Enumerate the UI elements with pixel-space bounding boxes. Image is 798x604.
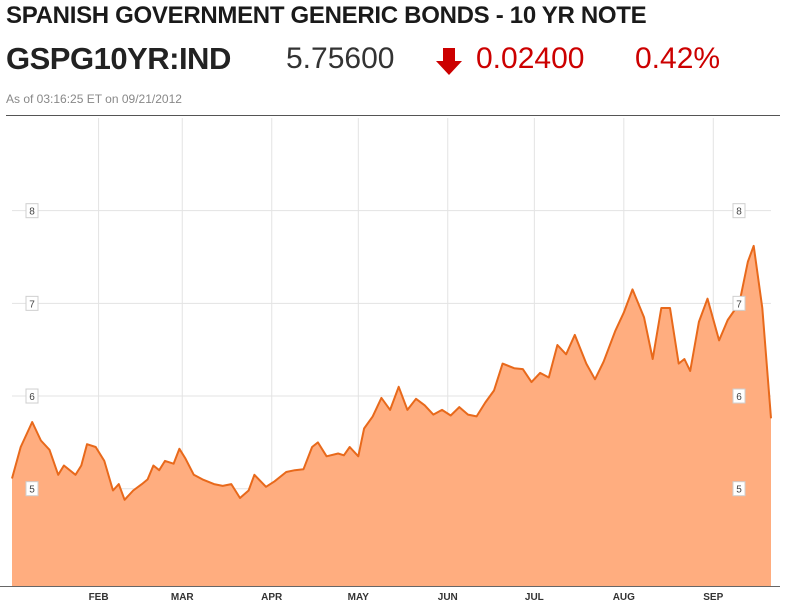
y-tick-box-right-8 xyxy=(732,203,746,219)
y-tick-box-right-7 xyxy=(732,295,746,311)
percent-change: 0.42% xyxy=(635,42,721,75)
x-tick-label-jul: JUL xyxy=(525,592,544,603)
y-tick-label-left-6: 6 xyxy=(29,392,35,403)
as-of-timestamp: As of 03:16:25 ET on 09/21/2012 xyxy=(6,92,182,106)
y-tick-box-left-6 xyxy=(25,388,39,404)
header-divider xyxy=(6,115,780,116)
y-tick-label-right-6: 6 xyxy=(736,392,742,403)
x-tick-label-apr: APR xyxy=(261,592,283,603)
ticker-symbol: GSPG10YR:IND xyxy=(6,41,231,76)
series-line xyxy=(11,244,772,501)
x-tick-label-may: MAY xyxy=(348,592,370,603)
x-tick-label-aug: AUG xyxy=(613,592,635,603)
x-tick-label-feb: FEB xyxy=(89,592,109,603)
y-tick-box-left-5 xyxy=(25,481,39,497)
y-tick-label-left-7: 7 xyxy=(29,299,35,310)
x-tick-label-mar: MAR xyxy=(171,592,195,603)
series-area xyxy=(12,245,771,586)
y-tick-label-right-8: 8 xyxy=(736,207,742,218)
price-change: 0.02400 xyxy=(476,42,585,75)
y-tick-label-right-7: 7 xyxy=(736,299,742,310)
y-tick-label-left-8: 8 xyxy=(29,207,35,218)
y-tick-box-right-6 xyxy=(732,388,746,404)
y-tick-label-right-5: 5 xyxy=(736,485,742,496)
x-tick-label-sep: SEP xyxy=(703,592,723,603)
y-tick-label-left-5: 5 xyxy=(29,485,35,496)
x-tick-label-jun: JUN xyxy=(438,592,458,603)
y-tick-box-left-8 xyxy=(25,203,39,219)
page-title: SPANISH GOVERNMENT GENERIC BONDS - 10 YR… xyxy=(6,2,647,29)
last-price: 5.75600 xyxy=(286,42,395,75)
y-tick-box-left-7 xyxy=(25,295,39,311)
down-arrow-icon xyxy=(436,48,462,75)
y-tick-box-right-5 xyxy=(732,481,746,497)
